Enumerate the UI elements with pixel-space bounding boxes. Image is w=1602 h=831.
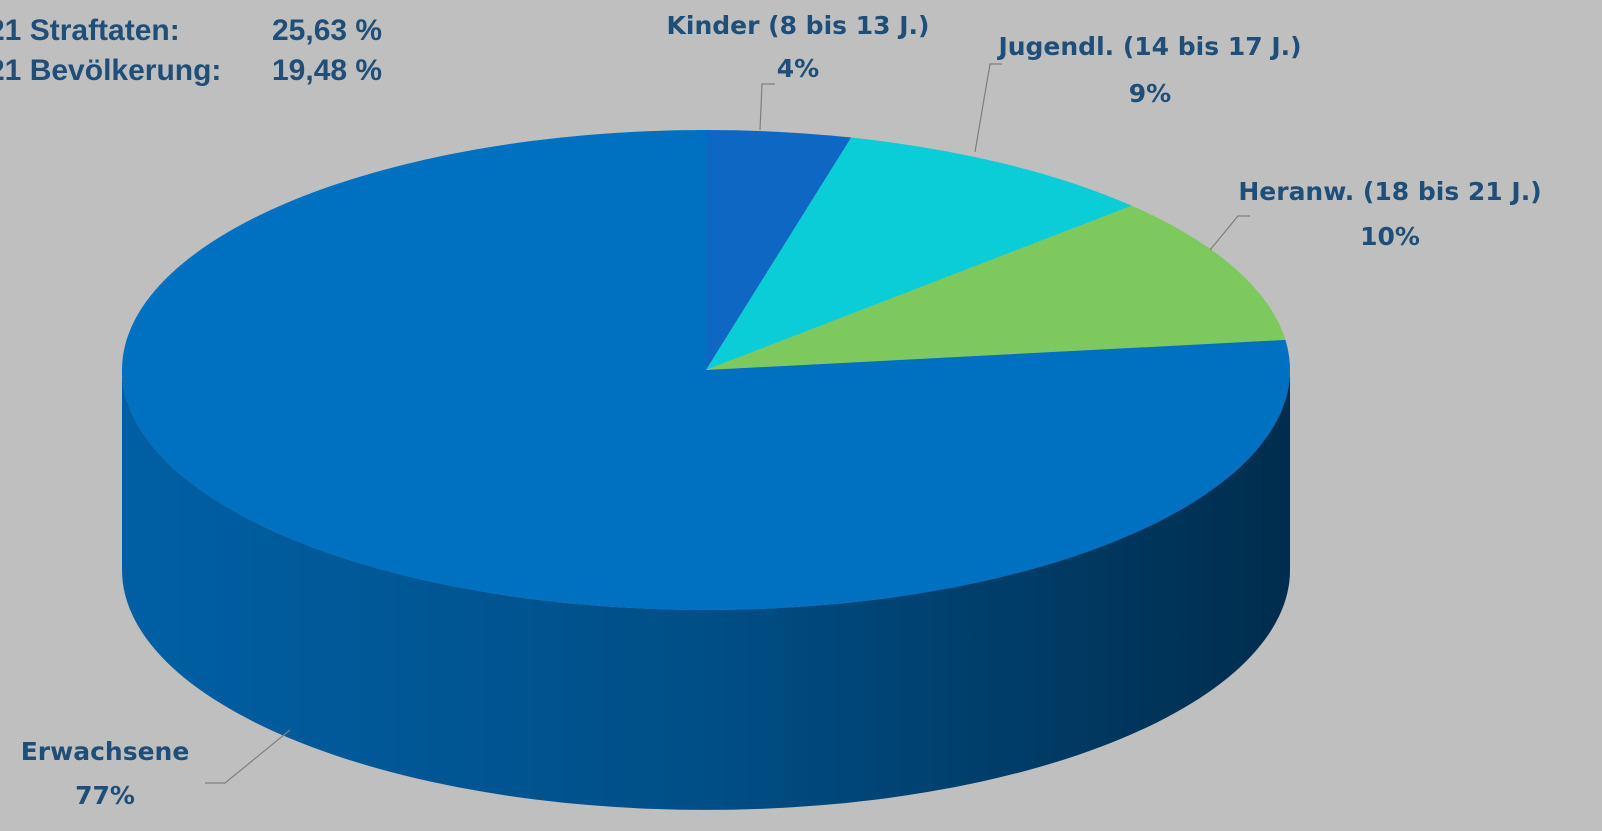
pie-slice — [122, 130, 1291, 610]
leader-line — [1209, 215, 1250, 251]
pie-side-shade — [122, 370, 1290, 810]
category-label: Erwachsene — [21, 737, 190, 766]
category-label: Jugendl. (14 bis 17 J.) — [996, 32, 1301, 61]
category-label: Heranw. (18 bis 21 J.) — [1238, 177, 1541, 206]
pie-slice — [706, 205, 1286, 370]
annotation: 25,63 % — [272, 14, 382, 47]
pie — [122, 130, 1291, 810]
value-label: 77% — [75, 781, 135, 810]
annotation: 19,48 % — [272, 54, 382, 87]
pie-slice — [706, 130, 852, 370]
value-label: 4% — [777, 54, 819, 83]
pie-slice — [706, 137, 1132, 370]
value-label: 10% — [1360, 222, 1420, 251]
leader-line — [759, 83, 775, 131]
category-label: Kinder (8 bis 13 J.) — [667, 11, 930, 40]
annotation: 21 Bevölkerung: — [0, 54, 221, 87]
leader-line — [205, 729, 291, 784]
leader-line — [974, 63, 1002, 153]
value-label: 9% — [1129, 79, 1171, 108]
annotation: 21 Straftaten: — [0, 14, 180, 47]
